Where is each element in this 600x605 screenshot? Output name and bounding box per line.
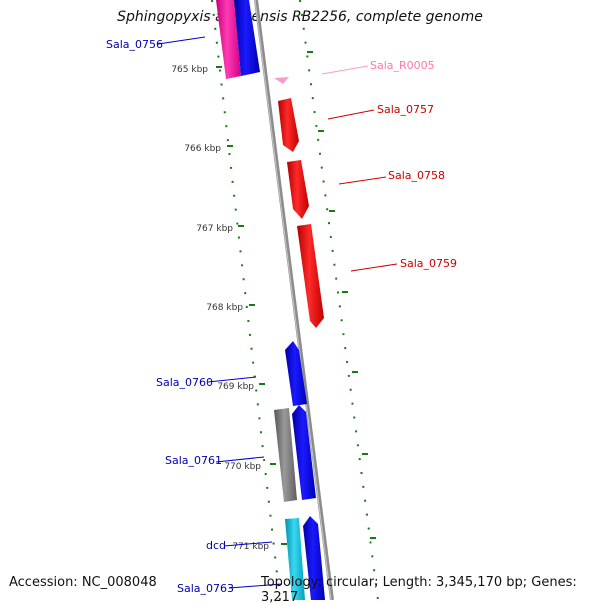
gene-label-sala-0759: Sala_0759 bbox=[400, 257, 457, 270]
svg-text:770 kbp: 770 kbp bbox=[224, 462, 261, 472]
topology-label: Topology: circular; Length: 3,345,170 bp… bbox=[261, 575, 577, 605]
genome-backbone bbox=[254, 0, 334, 600]
gene-sala-0756-magenta[interactable] bbox=[216, 0, 241, 79]
gene-label-sala-0760: Sala_0760 bbox=[156, 376, 213, 389]
tick-769: 769 kbp bbox=[217, 382, 265, 392]
tick-771: 771 kbp bbox=[232, 542, 287, 552]
svg-text:766 kbp: 766 kbp bbox=[184, 144, 221, 154]
outer-dotted-track bbox=[211, 0, 281, 600]
gene-label-sala-0757: Sala_0757 bbox=[377, 103, 434, 116]
genome-title: Sphingopyxis alaskensis RB2256, complete… bbox=[117, 9, 483, 25]
svg-text:769 kbp: 769 kbp bbox=[217, 382, 254, 392]
inner-dotted-track bbox=[299, 0, 379, 600]
svg-text:771 kbp: 771 kbp bbox=[232, 542, 269, 552]
gene-sala-r0005[interactable] bbox=[274, 77, 289, 84]
tick-767: 767 kbp bbox=[196, 224, 244, 234]
gene-dcd-cyan[interactable] bbox=[285, 518, 305, 600]
tick-768: 768 kbp bbox=[206, 303, 255, 313]
label-leaders bbox=[157, 36, 398, 589]
gene-sala-0761[interactable] bbox=[292, 405, 316, 500]
gene-sala-0761-grey[interactable] bbox=[274, 408, 297, 502]
gene-label-sala-0758: Sala_0758 bbox=[388, 169, 445, 182]
tick-770: 770 kbp bbox=[224, 462, 276, 472]
gene-label-sala-0756: Sala_0756 bbox=[106, 38, 163, 51]
tick-765: 765 kbp bbox=[171, 65, 222, 75]
gene-label-dcd: dcd bbox=[206, 539, 226, 552]
svg-text:767 kbp: 767 kbp bbox=[196, 224, 233, 234]
tick-766: 766 kbp bbox=[184, 144, 233, 154]
inner-ticks bbox=[307, 51, 376, 539]
gene-sala-0760[interactable] bbox=[285, 341, 307, 406]
gene-sala-0756[interactable] bbox=[234, 0, 260, 76]
svg-text:768 kbp: 768 kbp bbox=[206, 303, 243, 313]
gene-dcd[interactable] bbox=[303, 516, 325, 600]
gene-label-sala-0761: Sala_0761 bbox=[165, 454, 222, 467]
gene-sala-0757[interactable] bbox=[278, 98, 299, 152]
gene-label-sala-r0005: Sala_R0005 bbox=[370, 59, 435, 72]
accession-label: Accession: NC_008048 bbox=[9, 575, 157, 590]
gene-sala-0759[interactable] bbox=[297, 224, 324, 328]
gene-label-sala-0763: Sala_0763 bbox=[177, 582, 234, 595]
gene-sala-0758[interactable] bbox=[287, 160, 309, 219]
svg-text:765 kbp: 765 kbp bbox=[171, 65, 208, 75]
